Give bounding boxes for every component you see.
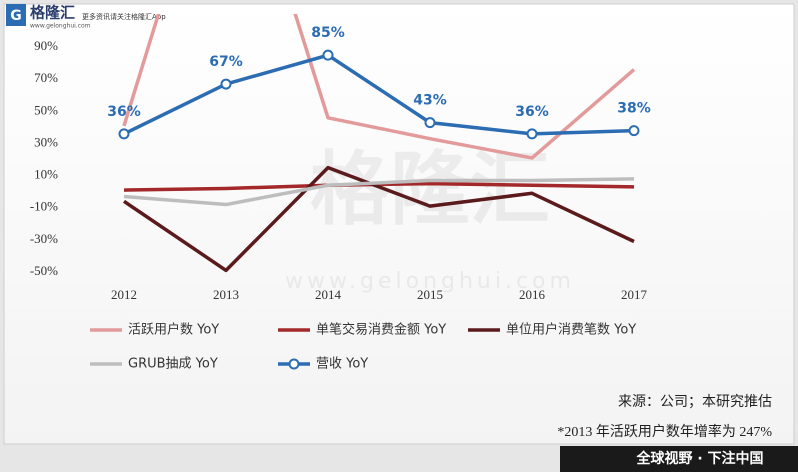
x-tick-label: 2014 (315, 287, 342, 302)
y-tick-label: 10% (34, 167, 58, 182)
logo-icon (6, 4, 26, 26)
data-label: 85% (311, 25, 345, 41)
data-label: 36% (107, 104, 141, 120)
plot-area (118, 14, 640, 273)
series-line (123, 165, 635, 273)
legend-label: 营收 YoY (316, 357, 368, 372)
series-line (123, 53, 635, 136)
legend-label: 单位用户消费笔数 YoY (506, 322, 636, 338)
source: 来源：公司；本研究推估 (618, 394, 772, 410)
legend-label: GRUB抽成 YoY (128, 357, 218, 372)
footer-bar (560, 446, 798, 472)
watermark-logo: 格隆汇 (310, 143, 550, 236)
point-marker (424, 117, 436, 129)
x-tick-label: 2016 (519, 287, 546, 302)
y-tick-label: -50% (30, 263, 58, 278)
y-tick-label: -10% (30, 199, 58, 214)
legend-marker (288, 358, 300, 370)
data-label: 38% (617, 101, 651, 117)
point-marker (628, 125, 640, 137)
y-tick-label: 30% (34, 134, 58, 149)
x-tick-label: 2015 (417, 287, 443, 302)
y-tick-label: 90% (34, 38, 58, 53)
x-tick-label: 2012 (111, 287, 137, 302)
logo-site: www.gelonghui.com (30, 23, 91, 30)
series-line (123, 177, 635, 207)
data-label: 67% (209, 54, 243, 70)
point-marker (322, 49, 334, 61)
x-tick-label: 2017 (621, 287, 648, 302)
note: *2013 年活跃用户数年增率为 247% (557, 423, 772, 440)
point-marker (220, 78, 232, 90)
y-tick-label: 70% (34, 70, 58, 85)
watermark-site: www.gelonghui.com (285, 269, 575, 294)
point-marker (526, 128, 538, 140)
y-tick-label: -30% (30, 231, 58, 246)
legend-label: 单笔交易消费金额 YoY (316, 322, 446, 338)
data-label: 43% (413, 93, 447, 109)
panel (3, 3, 795, 445)
logo-glyph: G (10, 8, 22, 24)
y-tick-label: 50% (34, 102, 58, 117)
data-label: 36% (515, 104, 549, 120)
x-tick-label: 2013 (213, 287, 239, 302)
footer-text: 全球视野 · 下注中国 (635, 450, 763, 467)
series-line (122, 14, 636, 160)
point-marker (118, 128, 130, 140)
logo-text: 格隆汇 (30, 4, 75, 22)
legend-label: 活跃用户数 YoY (128, 322, 219, 338)
header-slogan: 更多资讯请关注格隆汇App (82, 12, 166, 21)
